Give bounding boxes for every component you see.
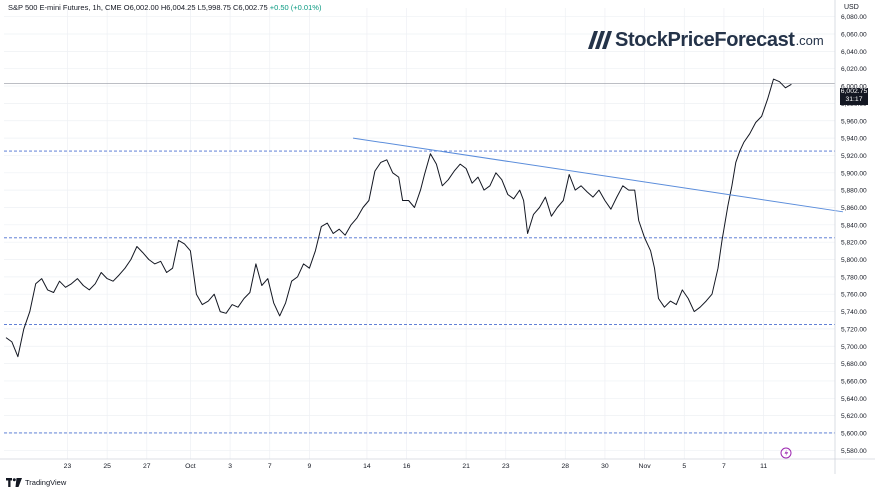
y-tick-label: 5,740.00 [841, 309, 867, 316]
price-axis[interactable]: 6,080.00 6,060.00 6,040.00 6,020.00 6,000.00… [834, 0, 867, 474]
y-tick-label: 6,080.00 [841, 14, 867, 21]
tradingview-logo-icon [6, 478, 22, 487]
symbol-title[interactable]: S&P 500 E-mini Futures, 1h, CME [8, 3, 122, 12]
tradingview-attribution[interactable]: TradingView [6, 478, 66, 487]
x-tick-label: 27 [143, 463, 151, 470]
brand-name: StockPriceForecast [615, 28, 795, 51]
y-tick-label: 6,040.00 [841, 49, 867, 56]
trend-line-segment [352, 137, 844, 213]
ohlc-values: O6,002.00 H6,004.25 L5,998.75 C6,002.75 [123, 3, 268, 12]
price-series [5, 78, 792, 358]
y-tick-label: 5,620.00 [841, 413, 867, 420]
y-tick-label: 5,680.00 [841, 361, 867, 368]
y-tick-label: 5,780.00 [841, 274, 867, 281]
y-tick-label: 5,700.00 [841, 344, 867, 351]
x-tick-label: 7 [722, 463, 726, 470]
replay-icon[interactable] [780, 447, 792, 459]
y-tick-label: 5,720.00 [841, 326, 867, 333]
currency-label[interactable]: USD [844, 4, 859, 11]
logo-slashes-icon [588, 31, 612, 49]
x-tick-label: 23 [502, 463, 510, 470]
last-price-value: 6,002.75 [840, 88, 868, 95]
x-tick-label: 25 [103, 463, 111, 470]
x-tick-label: 14 [363, 463, 371, 470]
y-tick-label: 5,600.00 [841, 430, 867, 437]
x-tick-label: Oct [185, 463, 196, 470]
price-change: +0.50 (+0.01%) [269, 3, 322, 12]
brand-logo: StockPriceForecast .com [588, 29, 824, 51]
x-tick-label: 16 [403, 463, 411, 470]
y-tick-label: 5,660.00 [841, 378, 867, 385]
y-tick-label: 5,640.00 [841, 396, 867, 403]
y-tick-label: 5,880.00 [841, 188, 867, 195]
chart-header: S&P 500 E-mini Futures, 1h, CME O6,002.0… [8, 3, 321, 12]
y-tick-label: 5,840.00 [841, 222, 867, 229]
x-tick-label: 7 [268, 463, 272, 470]
x-tick-label: Nov [639, 463, 652, 470]
x-tick-label: 3 [228, 463, 232, 470]
y-tick-label: 5,800.00 [841, 257, 867, 264]
y-tick-label: 5,960.00 [841, 118, 867, 125]
y-tick-label: 5,580.00 [841, 448, 867, 455]
tradingview-label: TradingView [25, 478, 67, 487]
y-tick-label: 6,060.00 [841, 32, 867, 39]
y-tick-label: 5,940.00 [841, 136, 867, 143]
y-tick-label: 5,920.00 [841, 153, 867, 160]
trend-line [352, 137, 844, 213]
price-line [5, 78, 792, 358]
y-tick-label: 5,820.00 [841, 240, 867, 247]
x-tick-label: 23 [64, 463, 72, 470]
x-tick-label: 30 [601, 463, 609, 470]
horizontal-levels [4, 150, 835, 434]
x-tick-label: 9 [308, 463, 312, 470]
bar-countdown: 31:17 [845, 96, 863, 103]
x-tick-label: 28 [561, 463, 569, 470]
y-tick-label: 6,000.00 [841, 84, 867, 91]
brand-tld: .com [795, 32, 824, 48]
time-axis[interactable]: 23 25 27 Oct 3 7 9 14 16 21 23 28 30 Nov 5 7 11 [0, 458, 875, 470]
x-tick-label: 21 [462, 463, 470, 470]
x-tick-label: 5 [682, 463, 686, 470]
chart-grid [4, 8, 835, 459]
y-tick-label: 5,900.00 [841, 170, 867, 177]
x-tick-label: 11 [760, 463, 767, 470]
y-tick-label: 5,760.00 [841, 292, 867, 299]
last-price-badge: 6,002.75 31:17 [840, 88, 868, 105]
y-tick-label: 5,860.00 [841, 205, 867, 212]
y-tick-label: 6,020.00 [841, 66, 867, 73]
